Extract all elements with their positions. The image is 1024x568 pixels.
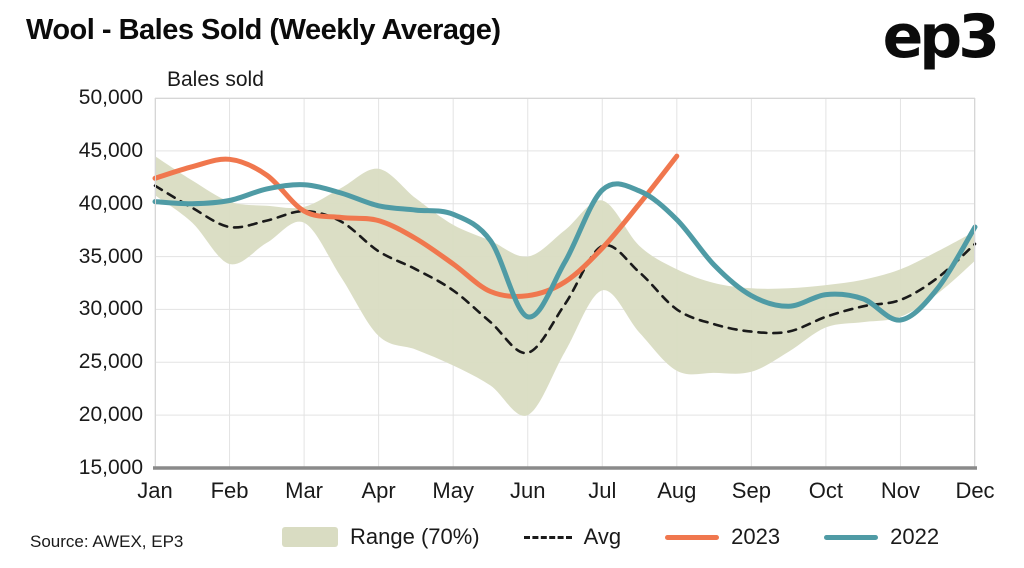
x-tick-label: Mar: [285, 478, 324, 503]
ep3-logo: ep3: [882, 2, 1000, 72]
x-tick-label: Sep: [731, 478, 771, 503]
x-tick-label: May: [432, 478, 474, 503]
plot-svg: [152, 97, 978, 470]
legend-item-2022: 2022: [824, 524, 939, 550]
x-tick-label: Oct: [808, 478, 844, 503]
source-note: Source: AWEX, EP3: [30, 532, 184, 551]
legend-dashed-line-swatch: [523, 535, 572, 539]
x-tick-label: Nov: [880, 478, 921, 503]
y-tick-label: 35,000: [78, 244, 143, 268]
y-tick-label: 20,000: [78, 403, 143, 427]
y-tick-label: 45,000: [78, 138, 143, 162]
range-band: [155, 156, 975, 416]
y-tick-label: 25,000: [78, 350, 143, 374]
x-tick-label: Feb: [210, 478, 249, 503]
y-tick-label: 50,000: [78, 86, 143, 109]
series-line-avg: [153, 184, 977, 355]
legend-band-swatch: [282, 527, 338, 547]
legend: Range (70%) Avg 2023 2022: [282, 524, 939, 550]
legend-item-avg: Avg: [523, 524, 622, 550]
legend-label: Range (70%): [350, 524, 480, 549]
legend-line-swatch: [665, 534, 720, 540]
x-tick-label: Aug: [657, 478, 697, 503]
plot-area: [152, 97, 978, 470]
legend-label: Avg: [583, 524, 622, 549]
legend-item-range-70-: Range (70%): [282, 524, 480, 550]
x-tick-label: Jan: [137, 478, 173, 503]
y-tick-label: 15,000: [78, 456, 143, 479]
series-line-2023: [152, 153, 680, 299]
y-tick-label: 30,000: [78, 297, 143, 321]
x-tick-label: Jun: [509, 478, 546, 503]
x-tick-label: Dec: [955, 478, 995, 503]
legend-label: 2023: [731, 524, 781, 549]
series-line-2022: [152, 181, 978, 323]
legend-label: 2022: [890, 524, 940, 549]
y-axis-title: Bales sold: [167, 68, 264, 91]
legend-line-swatch: [824, 534, 879, 540]
y-tick-label: 40,000: [78, 191, 143, 215]
chart-title: Wool - Bales Sold (Weekly Average): [26, 14, 501, 46]
x-tick-label: Apr: [361, 478, 396, 503]
legend-item-2023: 2023: [665, 524, 780, 550]
x-tick-label: Jul: [588, 478, 617, 503]
